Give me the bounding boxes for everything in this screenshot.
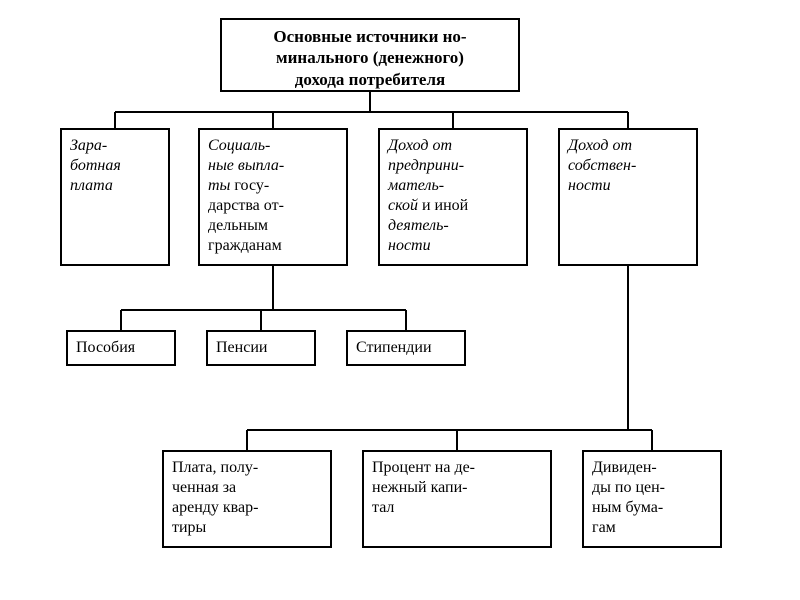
node-property-child-1: Процент на де-нежный капи-тал [362,450,552,548]
diagram-canvas: Основные источники но-минального (денежн… [0,0,800,600]
node-business: Доход отпредприни-матель-ской и инойдеят… [378,128,528,266]
node-social-child-2: Стипендии [346,330,466,366]
root-node: Основные источники но-минального (денежн… [220,18,520,92]
node-social-child-1: Пенсии [206,330,316,366]
node-property: Доход отсобствен-ности [558,128,698,266]
node-property-child-2: Дивиден-ды по цен-ным бума-гам [582,450,722,548]
node-property-child-0: Плата, полу-ченная зааренду квар-тиры [162,450,332,548]
node-salary: Зара-ботнаяплата [60,128,170,266]
node-social-child-0: Пособия [66,330,176,366]
node-social: Социаль-ные выпла-ты госу-дарства от-дел… [198,128,348,266]
